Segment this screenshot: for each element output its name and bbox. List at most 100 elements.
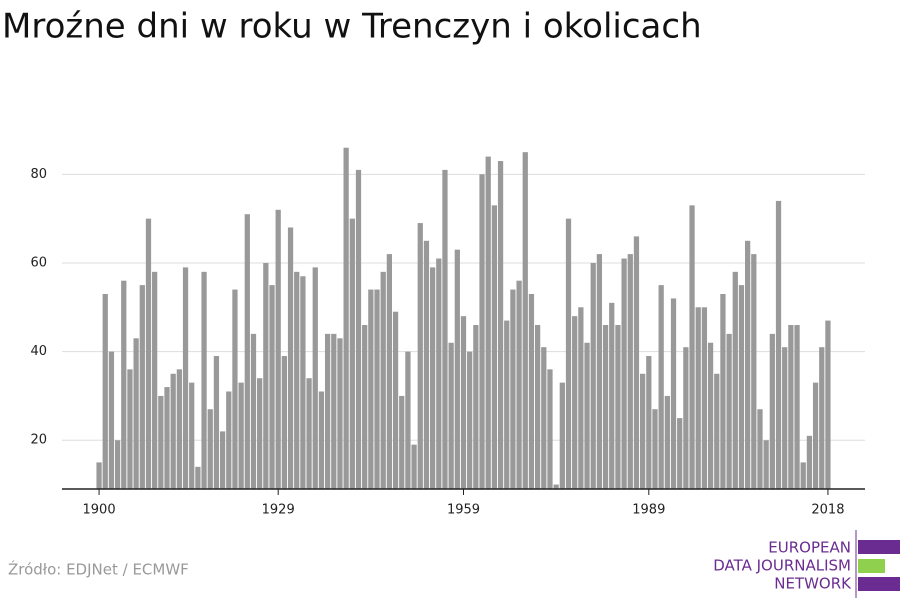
bar xyxy=(683,347,689,489)
logo-bar xyxy=(858,559,885,573)
bar xyxy=(312,267,318,489)
bar xyxy=(615,325,621,489)
bar xyxy=(189,382,195,489)
bar xyxy=(343,147,349,489)
bar xyxy=(528,293,535,489)
bar xyxy=(467,351,473,489)
bar xyxy=(763,440,769,489)
bar xyxy=(207,409,213,489)
bar xyxy=(417,223,423,489)
bar xyxy=(504,320,510,489)
bar xyxy=(479,174,485,489)
bar xyxy=(590,262,596,489)
bar xyxy=(306,378,312,489)
bar xyxy=(720,293,726,489)
bar xyxy=(318,391,325,489)
bar xyxy=(800,462,806,489)
bar xyxy=(497,161,504,489)
bar xyxy=(806,435,813,489)
bar xyxy=(219,431,226,489)
bar xyxy=(275,209,281,489)
bar xyxy=(355,169,362,489)
bar xyxy=(825,320,831,489)
bar xyxy=(714,373,720,489)
bar xyxy=(559,382,565,489)
bar xyxy=(287,227,294,490)
bar xyxy=(516,280,522,489)
bar xyxy=(584,342,590,489)
bar xyxy=(565,218,572,489)
bar xyxy=(473,325,479,489)
bar xyxy=(689,205,695,489)
bar xyxy=(386,254,393,489)
bar xyxy=(226,391,232,489)
bar xyxy=(485,156,491,489)
bar xyxy=(745,240,751,489)
bar xyxy=(454,249,460,489)
logo-text: EUROPEAN xyxy=(768,539,851,557)
bar xyxy=(145,218,152,489)
bar xyxy=(609,302,615,489)
bar xyxy=(510,289,516,489)
bar xyxy=(263,262,269,489)
bar xyxy=(436,258,442,489)
bar xyxy=(677,418,683,489)
bar xyxy=(794,325,800,489)
bar xyxy=(621,258,627,489)
x-tick-label: 1929 xyxy=(262,503,295,518)
y-tick-label: 80 xyxy=(30,167,47,182)
bar xyxy=(127,369,133,489)
bar xyxy=(337,338,343,489)
logo: EUROPEAN DATA JOURNALISM NETWORK xyxy=(713,530,900,598)
bar xyxy=(368,289,374,489)
bar xyxy=(121,280,127,489)
logo-bar xyxy=(858,577,900,591)
bar xyxy=(170,373,176,489)
logo-text: NETWORK xyxy=(774,575,852,593)
bar xyxy=(294,271,300,489)
x-tick-label: 1959 xyxy=(447,503,480,518)
bar xyxy=(232,289,238,489)
bar xyxy=(195,466,201,489)
bar xyxy=(96,462,102,489)
bar xyxy=(114,440,121,489)
x-tick-label: 2018 xyxy=(811,503,844,518)
bar xyxy=(602,325,609,489)
bar xyxy=(429,267,436,489)
bar xyxy=(244,214,250,489)
bar xyxy=(300,276,306,489)
x-tick-label: 1900 xyxy=(83,503,116,518)
bar xyxy=(769,333,775,489)
bar xyxy=(541,347,547,489)
bar xyxy=(578,307,584,489)
chart-title: Mroźne dni w roku w Trenczyn i okolicach xyxy=(2,7,702,47)
bar xyxy=(633,236,640,489)
bar xyxy=(646,356,652,489)
bar xyxy=(182,267,189,489)
bar xyxy=(399,395,405,489)
bar xyxy=(627,254,633,489)
bar xyxy=(108,351,115,489)
bar xyxy=(176,369,182,489)
bar xyxy=(707,342,714,489)
x-tick-label: 1989 xyxy=(632,503,665,518)
bar xyxy=(732,271,738,489)
bar xyxy=(775,200,782,489)
bar xyxy=(392,311,399,489)
y-tick-label: 20 xyxy=(30,433,47,448)
bar xyxy=(553,484,559,489)
bar xyxy=(547,369,553,489)
bar xyxy=(751,254,757,489)
bar xyxy=(782,347,788,489)
logo-text: DATA JOURNALISM xyxy=(713,557,851,575)
bar xyxy=(788,325,794,489)
bar xyxy=(664,395,670,489)
bar xyxy=(213,356,220,489)
bar xyxy=(152,271,158,489)
bar xyxy=(281,356,287,489)
bar xyxy=(362,325,368,489)
bar xyxy=(257,378,263,489)
bar xyxy=(238,382,244,489)
bar xyxy=(640,373,646,489)
bar xyxy=(738,285,745,489)
